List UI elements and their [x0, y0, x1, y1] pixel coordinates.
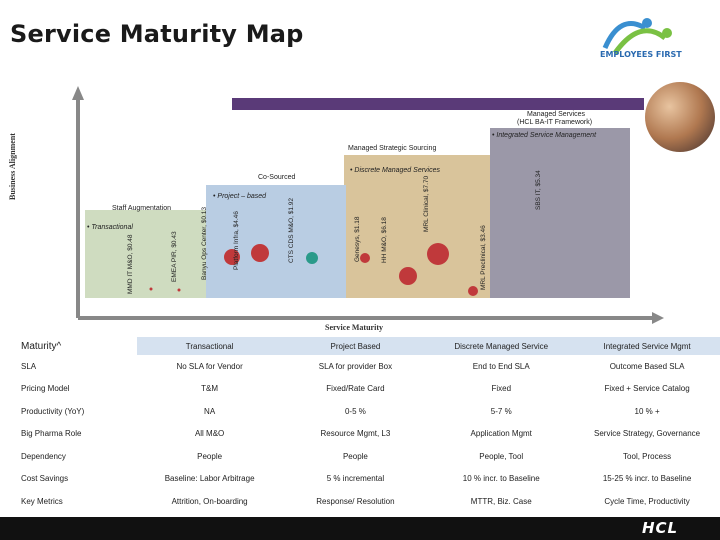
table-cell: Cycle Time, Productivity [604, 496, 690, 506]
col-transactional: Transactional [136, 337, 283, 355]
row-label: Big Pharma Role [21, 429, 82, 439]
table-cell: NA [204, 406, 216, 416]
bubble-mrl-preclinical [468, 286, 478, 296]
table-cell: People [342, 451, 368, 461]
bubble-platform-infra [224, 249, 240, 265]
row-label: Pricing Model [21, 384, 70, 394]
table-cell: T&M [201, 384, 219, 394]
table-cell: Outcome Based SLA [609, 361, 685, 371]
row-label: Productivity (YoY) [21, 406, 85, 416]
table-cell: Resource Mgmt, L3 [320, 429, 391, 439]
table-row: Cost Savings Baseline: Labor Arbitrage 5… [15, 468, 720, 491]
table-cell: Tool, Process [623, 451, 672, 461]
row-label: Cost Savings [21, 474, 69, 484]
row-label: SLA [21, 361, 37, 371]
table-cell: Fixed/Rate Card [326, 384, 385, 394]
staff-augmentation-label: Staff Augmentation [112, 205, 172, 212]
managed-services-sub: (HCL BA-IT Framework) [517, 119, 593, 126]
label-banyu: Banyu Ops Center, $0.13 [201, 207, 208, 280]
col-discrete: Discrete Managed Service [428, 337, 575, 355]
table-header-row: Maturity^ Transactional Project Based Di… [15, 337, 720, 355]
table-cell: 5 % incremental [326, 474, 385, 484]
table-cell: Attrition, On-boarding [171, 496, 248, 506]
table-cell: All M&O [194, 429, 225, 439]
transactional-label: • Transactional [87, 224, 133, 231]
table-cell: 5-7 % [490, 406, 512, 416]
table-cell: 0-5 % [344, 406, 366, 416]
cosourced-label: Co-Sourced [258, 174, 296, 181]
label-cts-cds: CTS CDS M&O, $1.92 [288, 197, 295, 263]
y-axis-label: Business Alignment [8, 133, 17, 200]
col-integrated: Integrated Service Mgmt [574, 337, 720, 355]
table-cell: 10 % + [634, 406, 660, 416]
table-cell: Fixed [491, 384, 512, 394]
table-cell: Baseline: Labor Arbitrage [164, 474, 255, 484]
page-title: Service Maturity Map [10, 20, 304, 48]
bubble-banyu [177, 288, 181, 292]
employees-first-logo [602, 18, 672, 55]
x-axis-label: Service Maturity [325, 323, 383, 332]
bubble-emea-pir [149, 287, 153, 291]
bubble-cts-cds [251, 244, 269, 262]
table-row: SLA No SLA for Vendor SLA for provider B… [15, 355, 720, 378]
table-cell: End to End SLA [472, 361, 530, 371]
table-row: Pricing Model T&M Fixed/Rate Card Fixed … [15, 378, 720, 401]
bubble-genesys [306, 252, 318, 264]
maturity-map [72, 86, 664, 324]
table-cell: MTTR, Biz. Case [470, 496, 532, 506]
row-label: Dependency [21, 451, 66, 461]
table-cell: Response/ Resolution [316, 496, 395, 506]
label-genesys: Genesys, $1.18 [354, 216, 361, 262]
table-cell: Service Strategy, Governance [594, 429, 701, 439]
col-project-based: Project Based [282, 337, 429, 355]
table-cell: 15-25 % incr. to Baseline [602, 474, 692, 484]
strategic-sourcing-label: Managed Strategic Sourcing [348, 145, 437, 152]
table-cell: SLA for provider Box [318, 361, 393, 371]
label-emea-pir: EMEA PIR, $0.43 [171, 231, 178, 282]
hcl-logo: HCL [642, 519, 679, 537]
maturity-header: Maturity^ [21, 340, 62, 352]
maturity-table: Maturity^ Transactional Project Based Di… [15, 337, 720, 513]
label-mrl-clinical: MRL Clinical, $7.70 [423, 175, 430, 232]
table-cell: People [197, 451, 223, 461]
table-row: Key Metrics Attrition, On-boarding Respo… [15, 490, 720, 513]
label-hh-mo: HH M&O, $6.18 [381, 217, 388, 263]
label-mrl-preclinical: MRL Preclinical, $3.46 [480, 225, 487, 290]
table-row: Dependency People People People, Tool To… [15, 445, 720, 468]
managed-services-label: Managed Services [527, 111, 585, 118]
row-label: Key Metrics [21, 496, 63, 506]
employees-photo [645, 82, 715, 152]
label-mmd-it: MMD IT M&O, $0.48 [127, 234, 134, 294]
bubble-genesys-2 [360, 253, 370, 263]
table-cell: Fixed + Service Catalog [604, 384, 690, 394]
bubble-mrl-clinical [427, 243, 449, 265]
footer-bar [0, 517, 720, 540]
table-cell: Application Mgmt [470, 429, 532, 439]
bubble-hh-mo [399, 267, 417, 285]
table-cell: 10 % incr. to Baseline [462, 474, 540, 484]
project-based-label: • Project – based [213, 193, 267, 200]
discrete-label: • Discrete Managed Services [350, 167, 440, 174]
integrated-label: • Integrated Service Management [492, 132, 597, 139]
logo-text: EMPLOYEES FIRST [600, 50, 682, 59]
table-row: Big Pharma Role All M&O Resource Mgmt, L… [15, 423, 720, 446]
table-row: Productivity (YoY) NA 0-5 % 5-7 % 10 % + [15, 400, 720, 423]
label-sbs-it: SBS IT, $5.34 [535, 170, 542, 210]
table-cell: No SLA for Vendor [176, 361, 243, 371]
label-platform-infra: Platform Infra, $4.46 [233, 211, 240, 270]
table-cell: People, Tool [479, 451, 524, 461]
